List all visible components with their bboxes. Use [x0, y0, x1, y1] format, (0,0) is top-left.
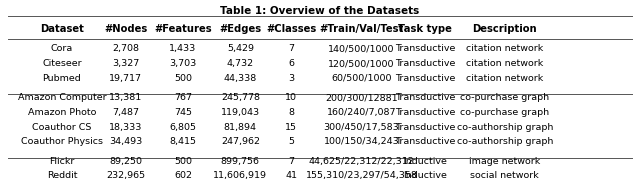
- Text: 155,310/23,297/54,358: 155,310/23,297/54,358: [305, 171, 417, 180]
- Text: Coauthor Physics: Coauthor Physics: [21, 137, 103, 146]
- Text: 160/240/7,087: 160/240/7,087: [326, 108, 396, 117]
- Text: #Nodes: #Nodes: [104, 24, 147, 34]
- Text: image network: image network: [469, 157, 540, 166]
- Text: Transductive: Transductive: [395, 123, 455, 132]
- Text: 500: 500: [174, 157, 192, 166]
- Text: 899,756: 899,756: [221, 157, 260, 166]
- Text: 232,965: 232,965: [106, 171, 145, 180]
- Text: 8: 8: [289, 108, 294, 117]
- Text: 745: 745: [174, 108, 192, 117]
- Text: 5: 5: [289, 137, 294, 146]
- Text: 3,703: 3,703: [170, 59, 196, 68]
- Text: 602: 602: [174, 171, 192, 180]
- Text: co-purchase graph: co-purchase graph: [460, 108, 549, 117]
- Text: 10: 10: [285, 93, 298, 102]
- Text: 3: 3: [288, 74, 294, 83]
- Text: 44,625/22,312/22,312: 44,625/22,312/22,312: [308, 157, 414, 166]
- Text: Cora: Cora: [51, 44, 73, 53]
- Text: Reddit: Reddit: [47, 171, 77, 180]
- Text: 1,433: 1,433: [170, 44, 196, 53]
- Text: co-purchase graph: co-purchase graph: [460, 93, 549, 102]
- Text: 81,894: 81,894: [224, 123, 257, 132]
- Text: 4,732: 4,732: [227, 59, 254, 68]
- Text: Amazon Computer: Amazon Computer: [18, 93, 106, 102]
- Text: Transductive: Transductive: [395, 137, 455, 146]
- Text: 19,717: 19,717: [109, 74, 142, 83]
- Text: Coauthor CS: Coauthor CS: [32, 123, 92, 132]
- Text: co-authorship graph: co-authorship graph: [456, 137, 553, 146]
- Text: 8,415: 8,415: [170, 137, 196, 146]
- Text: Transductive: Transductive: [395, 108, 455, 117]
- Text: Citeseer: Citeseer: [42, 59, 82, 68]
- Text: 60/500/1000: 60/500/1000: [331, 74, 392, 83]
- Text: #Classes: #Classes: [266, 24, 316, 34]
- Text: 100/150/34,243: 100/150/34,243: [324, 137, 399, 146]
- Text: 7: 7: [289, 157, 294, 166]
- Text: Amazon Photo: Amazon Photo: [28, 108, 96, 117]
- Text: 500: 500: [174, 74, 192, 83]
- Text: Transductive: Transductive: [395, 74, 455, 83]
- Text: 247,962: 247,962: [221, 137, 260, 146]
- Text: 18,333: 18,333: [109, 123, 142, 132]
- Text: 15: 15: [285, 123, 298, 132]
- Text: Inductive: Inductive: [403, 171, 447, 180]
- Text: 767: 767: [174, 93, 192, 102]
- Text: 13,381: 13,381: [109, 93, 142, 102]
- Text: citation network: citation network: [466, 74, 543, 83]
- Text: 89,250: 89,250: [109, 157, 142, 166]
- Text: 34,493: 34,493: [109, 137, 142, 146]
- Text: Pubmed: Pubmed: [42, 74, 81, 83]
- Text: #Edges: #Edges: [220, 24, 261, 34]
- Text: #Train/Val/Test: #Train/Val/Test: [319, 24, 404, 34]
- Text: 5,429: 5,429: [227, 44, 254, 53]
- Text: 2,708: 2,708: [112, 44, 139, 53]
- Text: Transductive: Transductive: [395, 59, 455, 68]
- Text: Task type: Task type: [398, 24, 452, 34]
- Text: 6: 6: [289, 59, 294, 68]
- Text: citation network: citation network: [466, 59, 543, 68]
- Text: Table 1: Overview of the Datasets: Table 1: Overview of the Datasets: [220, 6, 420, 16]
- Text: Description: Description: [472, 24, 537, 34]
- Text: social network: social network: [470, 171, 539, 180]
- Text: Inductive: Inductive: [403, 157, 447, 166]
- Text: 6,805: 6,805: [170, 123, 196, 132]
- Text: 11,606,919: 11,606,919: [213, 171, 268, 180]
- Text: 7,487: 7,487: [112, 108, 139, 117]
- Text: 120/500/1000: 120/500/1000: [328, 59, 395, 68]
- Text: Dataset: Dataset: [40, 24, 84, 34]
- Text: citation network: citation network: [466, 44, 543, 53]
- Text: Transductive: Transductive: [395, 44, 455, 53]
- Text: 140/500/1000: 140/500/1000: [328, 44, 395, 53]
- Text: co-authorship graph: co-authorship graph: [456, 123, 553, 132]
- Text: Flickr: Flickr: [49, 157, 75, 166]
- Text: 41: 41: [285, 171, 298, 180]
- Text: #Features: #Features: [154, 24, 212, 34]
- Text: 7: 7: [289, 44, 294, 53]
- Text: 3,327: 3,327: [112, 59, 140, 68]
- Text: 300/450/17,583: 300/450/17,583: [324, 123, 399, 132]
- Text: 245,778: 245,778: [221, 93, 260, 102]
- Text: 119,043: 119,043: [221, 108, 260, 117]
- Text: 200/300/12881: 200/300/12881: [325, 93, 397, 102]
- Text: 44,338: 44,338: [224, 74, 257, 83]
- Text: Transductive: Transductive: [395, 93, 455, 102]
